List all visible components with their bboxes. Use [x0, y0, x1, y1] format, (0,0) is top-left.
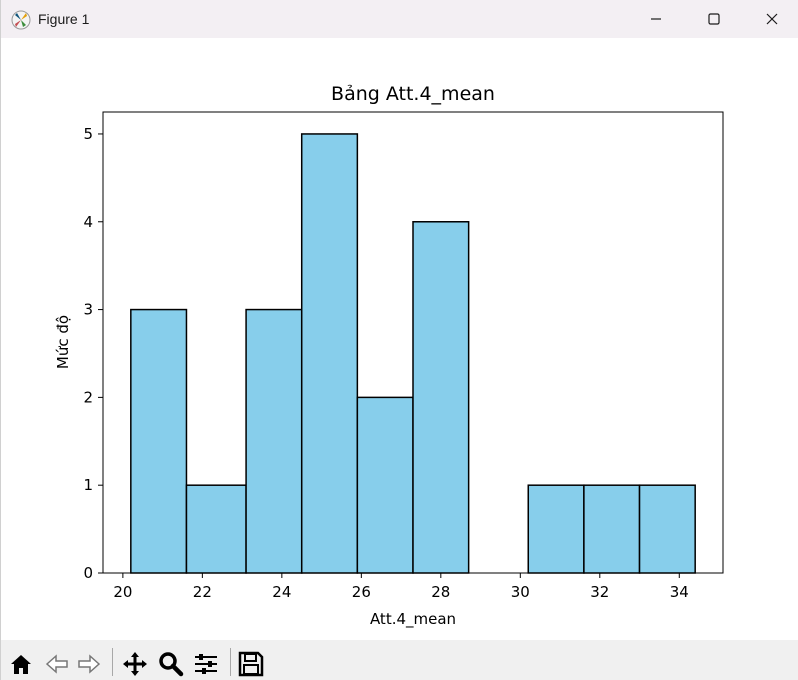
pan-icon [123, 652, 147, 676]
histogram-bar [245, 308, 303, 574]
navigation-toolbar [1, 640, 798, 680]
x-ticks-group: 20 22 24 26 28 30 32 34 [113, 573, 689, 601]
x-tick-label: 30 [511, 583, 530, 601]
x-tick-label: 32 [590, 583, 609, 601]
configure-subplots-button[interactable] [190, 648, 222, 680]
title-bar: Figure 1 [1, 0, 798, 38]
histogram-bar [527, 484, 585, 574]
histogram-bar [130, 308, 188, 574]
save-button[interactable] [235, 648, 267, 680]
chart-title: Bảng Att.4_mean [331, 83, 495, 105]
maximize-icon [708, 13, 720, 25]
histogram-bar [638, 484, 696, 574]
y-tick-label: 5 [83, 125, 93, 143]
x-tick-label: 22 [193, 583, 212, 601]
axes-frame [102, 111, 724, 574]
y-tick-label: 4 [83, 213, 93, 231]
home-icon [11, 655, 31, 674]
x-tick-label: 26 [352, 583, 371, 601]
x-tick-label: 34 [670, 583, 689, 601]
forward-button[interactable] [73, 648, 105, 680]
histogram-bar [300, 133, 359, 574]
configure-subplots-icon [195, 654, 217, 674]
window-title: Figure 1 [38, 11, 90, 27]
histogram-bar [356, 396, 414, 574]
zoom-icon [159, 652, 184, 677]
home-button[interactable] [5, 648, 37, 680]
y-tick-label: 0 [83, 564, 93, 582]
y-tick-label: 2 [83, 388, 93, 406]
histogram-bar [185, 484, 247, 574]
x-tick-label: 28 [431, 583, 450, 601]
close-icon [766, 13, 778, 25]
minimize-icon [651, 18, 661, 20]
close-button[interactable] [743, 0, 798, 38]
maximize-button[interactable] [685, 0, 743, 38]
y-axis-label: Mức độ [54, 315, 72, 369]
pan-button[interactable] [119, 648, 151, 680]
back-arrow-icon [45, 654, 68, 674]
y-ticks-group: 0 1 2 3 4 5 [83, 125, 103, 582]
histogram-chart: Bảng Att.4_mean 20 22 24 26 28 30 32 34 012345 … [54, 83, 724, 629]
x-tick-label: 24 [272, 583, 291, 601]
minimize-button[interactable] [627, 0, 685, 38]
y-tick-label: 3 [83, 301, 93, 319]
forward-arrow-icon [78, 654, 101, 674]
y-tick-label: 1 [83, 476, 93, 494]
histogram-bar [583, 484, 641, 574]
matplotlib-logo-icon [11, 10, 31, 30]
zoom-button[interactable] [155, 648, 187, 680]
save-icon [238, 651, 264, 677]
toolbar-separator [112, 648, 113, 676]
histogram-bar [412, 221, 470, 574]
x-axis-label: Att.4_mean [370, 610, 456, 629]
toolbar-separator [230, 648, 231, 676]
bars-group [130, 133, 696, 574]
x-tick-label: 20 [113, 583, 132, 601]
back-button[interactable] [41, 648, 73, 680]
